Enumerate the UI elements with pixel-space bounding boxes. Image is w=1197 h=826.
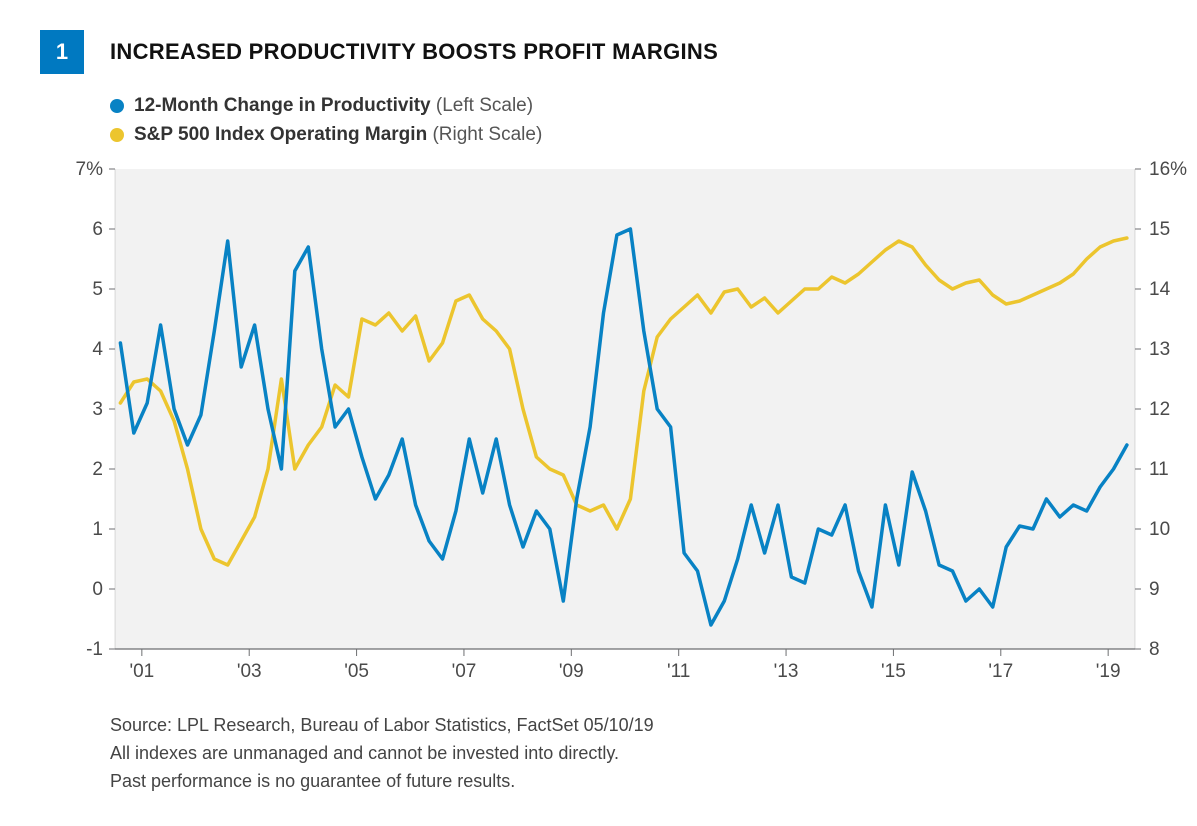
footnote-source: Source: LPL Research, Bureau of Labor St… — [110, 712, 1157, 740]
svg-text:3: 3 — [92, 399, 103, 420]
legend-label-2: S&P 500 Index Operating Margin — [134, 124, 427, 145]
svg-text:16%: 16% — [1149, 159, 1187, 180]
chart-container: -101234567%8910111213141516%'01'03'05'07… — [60, 159, 1157, 694]
svg-text:'19: '19 — [1096, 661, 1121, 682]
chart-header: 1 INCREASED PRODUCTIVITY BOOSTS PROFIT M… — [40, 30, 1157, 74]
svg-text:1: 1 — [92, 519, 103, 540]
svg-text:12: 12 — [1149, 399, 1170, 420]
dual-axis-line-chart: -101234567%8910111213141516%'01'03'05'07… — [60, 159, 1197, 689]
chart-title: INCREASED PRODUCTIVITY BOOSTS PROFIT MAR… — [110, 39, 718, 65]
svg-text:9: 9 — [1149, 579, 1160, 600]
svg-text:14: 14 — [1149, 279, 1171, 300]
svg-text:13: 13 — [1149, 339, 1170, 360]
svg-text:11: 11 — [1149, 459, 1169, 480]
svg-text:'03: '03 — [237, 661, 262, 682]
svg-text:15: 15 — [1149, 219, 1170, 240]
svg-text:8: 8 — [1149, 639, 1160, 660]
legend-item-productivity: 12-Month Change in Productivity (Left Sc… — [110, 92, 1157, 121]
legend-dot-margin — [110, 128, 124, 142]
svg-text:0: 0 — [92, 579, 103, 600]
svg-text:'07: '07 — [452, 661, 477, 682]
svg-text:6: 6 — [92, 219, 103, 240]
svg-text:-1: -1 — [86, 639, 103, 660]
svg-text:'15: '15 — [881, 661, 906, 682]
legend-dot-productivity — [110, 99, 124, 113]
svg-text:5: 5 — [92, 279, 103, 300]
svg-text:'09: '09 — [559, 661, 584, 682]
svg-text:2: 2 — [92, 459, 103, 480]
svg-text:4: 4 — [92, 339, 103, 360]
figure-number-badge: 1 — [40, 30, 84, 74]
legend-label-1: 12-Month Change in Productivity — [134, 95, 431, 116]
footnote-disclaimer-1: All indexes are unmanaged and cannot be … — [110, 740, 1157, 768]
legend-item-margin: S&P 500 Index Operating Margin (Right Sc… — [110, 121, 1157, 150]
svg-text:'01: '01 — [129, 661, 154, 682]
svg-text:'13: '13 — [774, 661, 799, 682]
svg-text:'05: '05 — [344, 661, 369, 682]
legend: 12-Month Change in Productivity (Left Sc… — [110, 92, 1157, 149]
legend-note-2: (Right Scale) — [432, 124, 542, 145]
svg-text:'17: '17 — [988, 661, 1013, 682]
legend-note-1: (Left Scale) — [436, 95, 533, 116]
svg-text:7%: 7% — [76, 159, 104, 180]
footnotes: Source: LPL Research, Bureau of Labor St… — [110, 712, 1157, 796]
svg-text:10: 10 — [1149, 519, 1170, 540]
footnote-disclaimer-2: Past performance is no guarantee of futu… — [110, 768, 1157, 796]
svg-text:'11: '11 — [667, 661, 690, 682]
